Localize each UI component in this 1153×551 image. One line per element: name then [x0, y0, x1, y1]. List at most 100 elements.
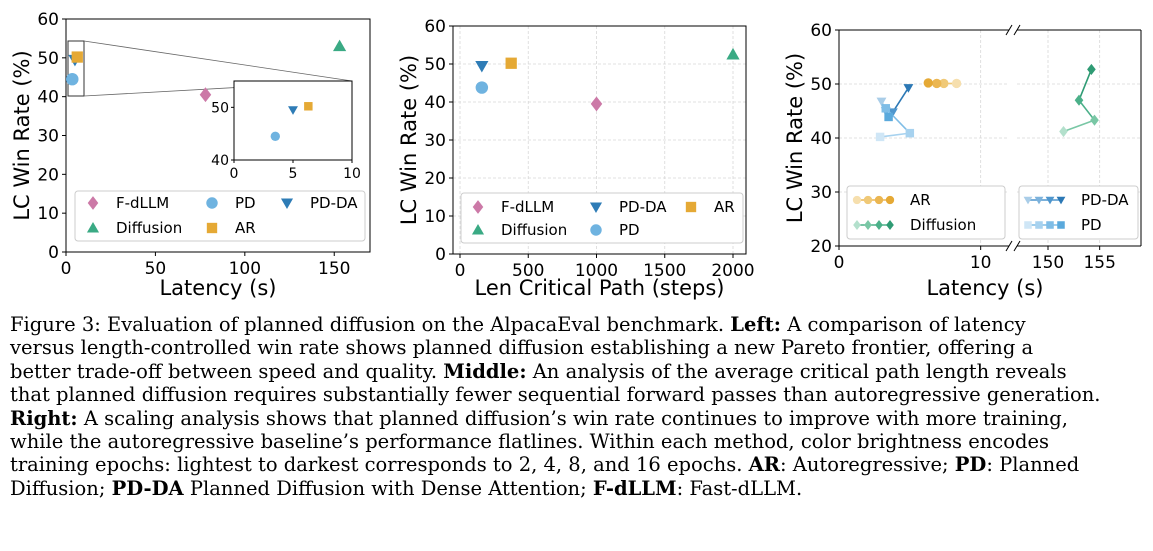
legend-marker-ar	[863, 195, 873, 205]
legend-marker-pd-da	[1056, 196, 1066, 205]
y-tick-label: 40	[37, 88, 59, 108]
y-axis-label: LC Win Rate (%)	[397, 55, 421, 225]
right-panel-scaling: 0 10 150 155 20 30 40 50 60 Latency (s) LC Win Rat…	[783, 21, 1142, 300]
caption-pdda-label: PD-DA	[111, 476, 184, 500]
caption-fdllm-label: F-dLLM	[592, 476, 677, 500]
y-tick-label: 60	[424, 17, 446, 37]
y-tick-label: 40	[424, 93, 446, 113]
caption-line-8: Diffusion; PD-DA Planned Diffusion with …	[10, 476, 803, 500]
legend-marker-pd-da	[1023, 196, 1033, 205]
legend-label-diffusion: Diffusion	[116, 219, 182, 237]
y-tick-label: 20	[810, 237, 832, 257]
x-axis-label: Len Critical Path (steps)	[475, 276, 725, 300]
legend-marker-pd	[590, 224, 602, 236]
y-tick-label: 30	[37, 127, 59, 147]
inset-zoom: 0 5 10 40 50	[211, 80, 361, 182]
y-tick-label: 10	[37, 204, 59, 224]
inset-y-tick-label: 50	[211, 100, 229, 116]
caption-line-2: versus length-controlled win rate shows …	[10, 336, 1034, 360]
legend: F-dLLM PD-DA AR Diffusion PD	[460, 192, 744, 244]
legend-label-ar: AR	[910, 191, 931, 209]
point-ar-epoch-8	[932, 78, 942, 89]
x-tick-label: 0	[455, 261, 466, 281]
caption-left-label: Left:	[730, 313, 781, 336]
inset-x-tick-label: 10	[343, 166, 361, 182]
point-pd-epoch-4	[905, 128, 915, 138]
line-diffusion	[1078, 69, 1093, 101]
point-pd	[66, 72, 79, 86]
legend-label-diffusion: Diffusion	[501, 221, 567, 239]
inset-point-pd-da	[288, 106, 298, 115]
legend-marker-pd	[1024, 221, 1032, 229]
x-tick-label: 100	[229, 259, 261, 279]
y-tick-label: 20	[424, 169, 446, 189]
x-tick-label: 0	[834, 253, 845, 273]
point-ar-epoch-4	[939, 78, 949, 89]
legend-marker-f-dllm	[472, 200, 484, 214]
legend-marker-pd-da	[1034, 196, 1044, 205]
point-diffusion-epoch-8	[1074, 94, 1084, 106]
legend-label-ar: AR	[235, 219, 256, 237]
y-tick-label: 30	[424, 131, 446, 151]
point-pd	[475, 81, 489, 94]
legend-marker-ar	[206, 222, 218, 234]
x-tick-label: 0	[61, 259, 72, 279]
caption-middle-label: Middle:	[443, 359, 527, 383]
legend-marker-ar	[852, 195, 862, 205]
x-tick-label: 150	[1032, 253, 1064, 273]
x-tick-label: 155	[1083, 253, 1115, 273]
y-tick-label: 10	[424, 207, 446, 227]
axis-break-mark	[1005, 240, 1013, 252]
x-axis-label: Latency (s)	[159, 276, 276, 300]
inset-x-tick-label: 5	[289, 166, 298, 182]
legend-label-pd: PD	[1081, 216, 1102, 234]
point-pd-da-epoch-16	[903, 84, 914, 93]
point-pd-da	[475, 60, 489, 73]
legend-marker-pd-da	[589, 202, 603, 214]
x-tick-label: 50	[145, 259, 167, 279]
legend: F-dLLM PD PD-DA Diffusion AR	[74, 190, 366, 242]
y-tick-label: 50	[37, 49, 59, 69]
legend-label-ar: AR	[714, 198, 735, 216]
legend-marker-pd	[1057, 221, 1065, 229]
x-tick-label: 2000	[711, 261, 754, 281]
y-axis-label: LC Win Rate (%)	[10, 50, 34, 220]
legend-marker-pd-da	[280, 198, 294, 210]
caption-line-1: Figure 3: Evaluation of planned diffusio…	[10, 313, 1026, 336]
legend-marker-diffusion	[886, 220, 894, 230]
middle-panel-critical-path: 0 500 1000 1500 2000 0 10 20 30 40 50 60 Len Critica…	[397, 17, 755, 300]
legend-label-pd: PD	[619, 221, 640, 239]
y-tick-label: 0	[48, 243, 59, 263]
inset-y-tick-label: 40	[211, 153, 229, 169]
point-diffusion-epoch-2	[1059, 125, 1068, 138]
x-tick-label: 500	[512, 261, 544, 281]
point-ar-epoch-2	[951, 78, 962, 89]
y-tick-label: 40	[810, 129, 832, 149]
legend-marker-pd-da	[1045, 196, 1055, 205]
point-diffusion	[726, 47, 740, 60]
legend-marker-diffusion	[86, 221, 100, 233]
legend: AR PD-DA Diffusion PD	[846, 185, 1139, 240]
legend-label-pd-da: PD-DA	[1081, 191, 1129, 209]
legend-marker-diffusion	[875, 220, 883, 230]
point-diffusion-epoch-16	[1087, 63, 1096, 75]
legend-marker-pd	[1046, 221, 1054, 229]
caption-line-3: better trade-off between speed and quali…	[10, 359, 1067, 383]
point-diffusion	[333, 39, 347, 52]
caption-figure-label: Figure 3:	[10, 313, 101, 336]
zoom-region-box	[67, 40, 85, 97]
inset-frame	[233, 80, 353, 161]
caption-line-5: Right: A scaling analysis shows that pla…	[10, 406, 1068, 430]
legend-frame	[74, 190, 366, 242]
legend-marker-pd	[1035, 221, 1043, 229]
legend-frame	[460, 192, 744, 244]
inset-x-tick-label: 0	[230, 166, 239, 182]
x-tick-label: 10	[970, 253, 992, 273]
x-axis-label: Latency (s)	[926, 276, 1043, 300]
inset-point-ar	[304, 102, 313, 111]
y-tick-label: 50	[424, 55, 446, 75]
y-axis-label: LC Win Rate (%)	[783, 53, 807, 223]
caption-line-4: that planned diffusion requires substant…	[10, 383, 1101, 407]
y-tick-label: 60	[37, 10, 59, 30]
legend-label-diffusion: Diffusion	[910, 216, 976, 234]
